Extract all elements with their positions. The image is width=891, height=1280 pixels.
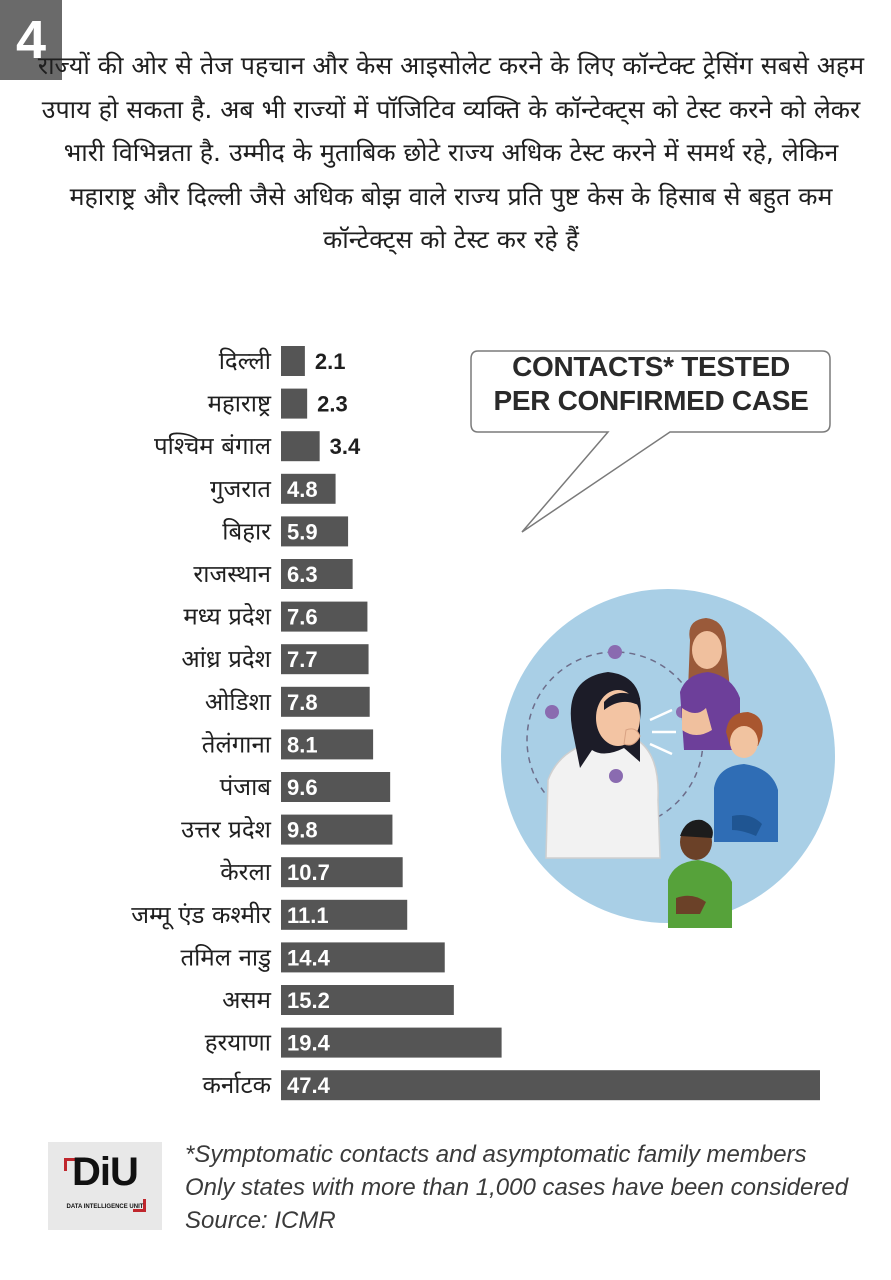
value-label: 10.7 [287,860,330,885]
chart-title-line-1: CONTACTS* TESTED [512,351,790,382]
value-label: 47.4 [287,1073,331,1098]
bar [281,644,369,675]
category-label: उत्तर प्रदेश [181,816,272,844]
value-label: 7.6 [287,605,318,630]
value-label: 6.3 [287,562,318,587]
speech-bubble [470,350,831,533]
value-label: 7.8 [287,690,318,715]
value-label: 4.8 [287,477,318,502]
bar [281,1070,820,1101]
footnote-criteria: Only states with more than 1,000 cases h… [185,1174,849,1201]
value-label: 3.4 [330,434,361,459]
diu-logo-subtext: DATA INTELLIGENCE UNIT [66,1204,144,1210]
bar [281,985,454,1015]
category-label: ओडिशा [205,688,272,716]
value-label: 7.7 [287,647,318,672]
category-label: हरयाणा [205,1029,272,1057]
value-label: 14.4 [287,945,331,970]
value-label: 2.1 [315,349,346,374]
value-label: 8.1 [287,732,318,757]
value-label: 9.8 [287,818,318,843]
section-number-badge: 4 [0,0,62,80]
bar [281,473,336,504]
category-label: जम्मू एंड कश्मीर [131,901,272,930]
diu-logo: DiU DATA INTELLIGENCE UNIT [48,1142,162,1230]
footnote-definition: *Symptomatic contacts and asymptomatic f… [185,1141,807,1168]
bar [281,346,305,376]
bar [281,388,308,419]
bar [281,942,445,973]
value-label: 19.4 [287,1031,331,1056]
woman-purple-figure [680,618,740,750]
category-label: तेलंगाना [202,730,272,758]
boy-blue-figure [714,712,778,842]
boy-green-figure [668,819,732,928]
category-label: पंजाब [220,773,273,801]
value-label: 2.3 [317,392,348,417]
category-label: पश्चिम बंगाल [154,432,272,460]
bar-chart: दिल्ली 2.1 महाराष्ट्र 2.3 पश्चिम बंगाल 3.4 गुज… [131,346,820,1101]
intro-paragraph: राज्यों की ओर से तेज पहचान और केस आइसोले… [37,51,865,254]
category-label: केरला [220,858,272,886]
value-label: 15.2 [287,988,330,1013]
virus-particle-icon [545,645,688,783]
bar [281,1027,502,1058]
bar [281,857,403,888]
bar [281,559,353,589]
category-label: महाराष्ट्र [208,390,272,418]
bar [281,431,320,462]
chart-title-line-2: PER CONFIRMED CASE [493,385,809,416]
category-label: तमिल नाडु [180,943,272,972]
diu-logo-text: DiU [72,1150,139,1194]
category-label: असम [222,986,272,1014]
coughing-woman-figure [545,672,676,859]
chart-title: CONTACTS* TESTED PER CONFIRMED CASE [472,350,830,418]
value-label: 11.1 [287,903,329,928]
category-label: बिहार [222,517,272,545]
category-label: आंध्र प्रदेश [181,645,271,673]
bar [281,729,374,760]
contact-tracing-illustration [501,589,835,928]
bar [281,601,368,632]
bar [281,899,408,930]
category-label: कर्नाटक [203,1071,272,1099]
category-label: दिल्ली [219,347,272,375]
bar [281,772,391,802]
illustration-background-circle [501,589,835,923]
category-label: गुजरात [210,475,272,504]
footnote-source: Source: ICMR [185,1207,336,1234]
bar [281,516,349,547]
bar [281,814,393,845]
category-label: राजस्थान [193,560,271,588]
value-label: 5.9 [287,519,318,544]
footnotes: *Symptomatic contacts and asymptomatic f… [185,1138,865,1237]
bar [281,686,370,717]
category-label: मध्य प्रदेश [183,603,271,631]
value-label: 9.6 [287,775,318,800]
